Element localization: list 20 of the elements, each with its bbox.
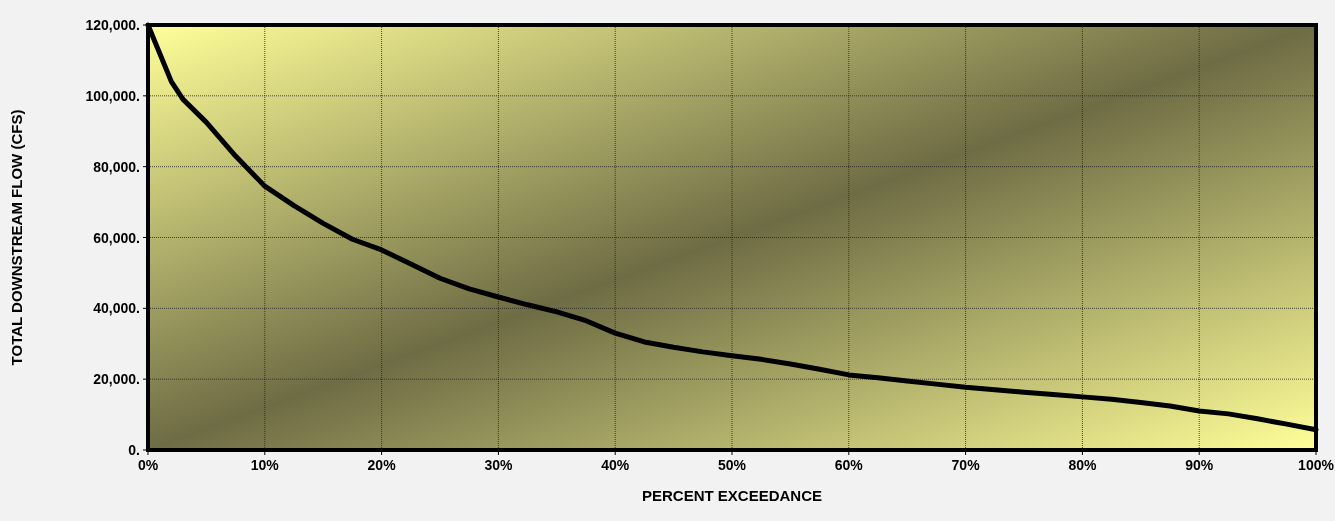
y-tick-label: 80,000. — [93, 158, 140, 175]
x-tick-label: 10% — [250, 457, 280, 473]
x-tick-label: 20% — [367, 457, 397, 473]
x-tick-label: 0% — [137, 457, 159, 473]
y-tick-label: 100,000. — [85, 87, 140, 104]
y-tick-label: 0. — [128, 442, 140, 458]
y-tick-label: 60,000. — [93, 229, 140, 246]
x-tick-label: 30% — [484, 457, 513, 473]
x-tick-label: 50% — [717, 457, 747, 473]
x-tick-label: 90% — [1185, 457, 1214, 473]
y-tick-label: 120,000. — [85, 17, 140, 33]
x-tick-label: 40% — [601, 457, 630, 473]
x-tick-label: 80% — [1068, 457, 1097, 473]
x-axis-title: PERCENT EXCEEDANCE — [641, 487, 823, 504]
y-axis-title: TOTAL DOWNSTREAM FLOW (CFS) — [8, 109, 25, 366]
x-tick-label: 100% — [1298, 457, 1335, 473]
y-tick-label: 40,000. — [93, 300, 140, 317]
y-tick-label: 20,000. — [93, 371, 140, 388]
x-tick-label: 70% — [951, 457, 981, 473]
x-tick-label: 60% — [834, 457, 864, 473]
